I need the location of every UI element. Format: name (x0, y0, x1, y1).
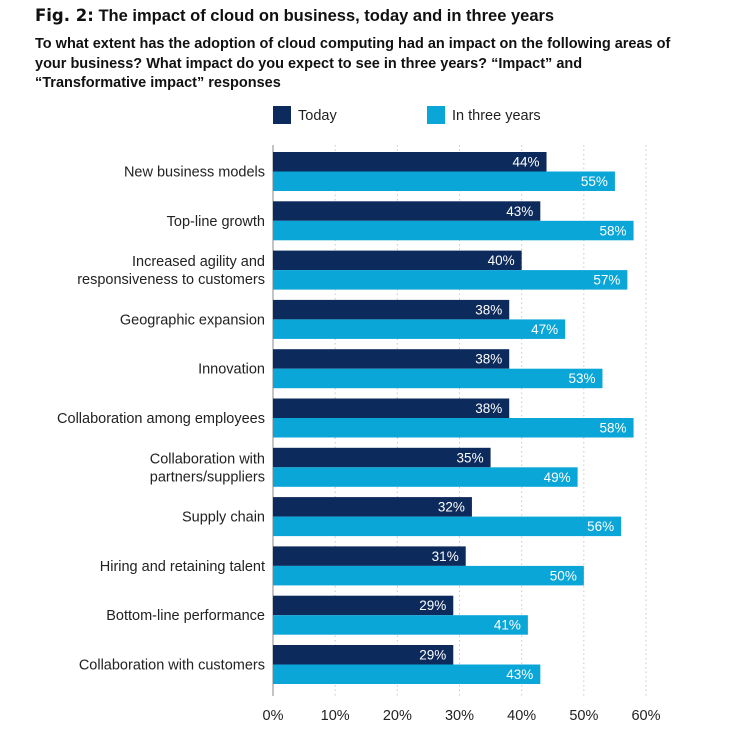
bar-three-years (273, 565, 584, 586)
bar-three-years (273, 615, 528, 635)
x-tick-label: 10% (321, 708, 350, 724)
bar-today (273, 595, 454, 616)
x-tick-label: 0% (263, 708, 284, 724)
chart-subtitle: To what extent has the adoption of cloud… (35, 36, 671, 91)
data-label-today: 44% (513, 155, 540, 170)
legend-swatch-three-years (427, 106, 445, 124)
data-label-three-years: 47% (531, 322, 558, 337)
bar-today (273, 645, 454, 665)
bar-today (273, 497, 472, 517)
bar-three-years (273, 516, 622, 537)
bar-three-years (273, 418, 634, 438)
data-label-three-years: 58% (600, 421, 627, 436)
bar-three-years (273, 467, 578, 487)
category-label: Collaboration with (150, 451, 265, 467)
data-label-today: 29% (419, 598, 446, 613)
bar-today (273, 546, 466, 566)
data-label-three-years: 49% (544, 470, 571, 485)
data-label-three-years: 55% (581, 174, 608, 189)
x-tick-label: 50% (569, 708, 598, 724)
data-label-today: 35% (457, 450, 484, 465)
category-label: New business models (124, 165, 265, 181)
bar-today (273, 152, 547, 172)
category-label: Bottom-line performance (106, 608, 265, 624)
legend-label-three-years: In three years (452, 108, 541, 124)
bar-three-years (273, 171, 615, 191)
bar-three-years (273, 319, 566, 339)
data-label-three-years: 43% (506, 667, 533, 682)
title-text: The impact of cloud on business, today a… (98, 7, 555, 25)
data-label-three-years: 53% (568, 371, 595, 386)
data-label-three-years: 50% (550, 568, 577, 583)
category-label: responsiveness to customers (77, 272, 265, 288)
chart-title: Fig. 2: The impact of cloud on business,… (35, 6, 554, 26)
x-tick-label: 40% (507, 708, 536, 724)
category-label: Supply chain (182, 510, 265, 526)
data-label-today: 32% (438, 500, 465, 515)
category-label: Top-line growth (167, 214, 265, 230)
category-label: Collaboration with customers (79, 658, 265, 674)
bar-today (273, 201, 541, 221)
x-tick-label: 60% (631, 708, 660, 724)
data-label-three-years: 41% (494, 618, 521, 633)
data-label-three-years: 57% (593, 273, 620, 288)
data-label-today: 40% (488, 253, 515, 268)
category-label: Collaboration among employees (57, 411, 265, 427)
category-label: Innovation (198, 362, 265, 378)
data-label-today: 29% (419, 648, 446, 663)
bar-three-years (273, 664, 541, 684)
figure-label: Fig. 2: (35, 6, 94, 25)
bar-today (273, 398, 510, 418)
category-label: Increased agility and (132, 254, 265, 270)
bar-three-years (273, 368, 603, 389)
data-label-three-years: 58% (600, 223, 627, 238)
legend-swatch-today (273, 106, 291, 124)
category-label: Hiring and retaining talent (100, 559, 265, 575)
bar-today (273, 299, 510, 320)
legend-label-today: Today (298, 108, 337, 124)
category-label: partners/suppliers (150, 469, 265, 485)
bar-three-years (273, 270, 628, 290)
data-label-today: 31% (432, 549, 459, 564)
data-label-today: 38% (475, 401, 502, 416)
data-label-today: 38% (475, 352, 502, 367)
bar-three-years (273, 220, 634, 241)
data-label-three-years: 56% (587, 519, 614, 534)
x-tick-label: 20% (383, 708, 412, 724)
bar-today (273, 250, 522, 271)
data-label-today: 38% (475, 302, 502, 317)
bar-today (273, 447, 491, 468)
bar-today (273, 349, 510, 369)
x-tick-label: 30% (445, 708, 474, 724)
data-label-today: 43% (506, 204, 533, 219)
category-label: Geographic expansion (120, 312, 265, 328)
